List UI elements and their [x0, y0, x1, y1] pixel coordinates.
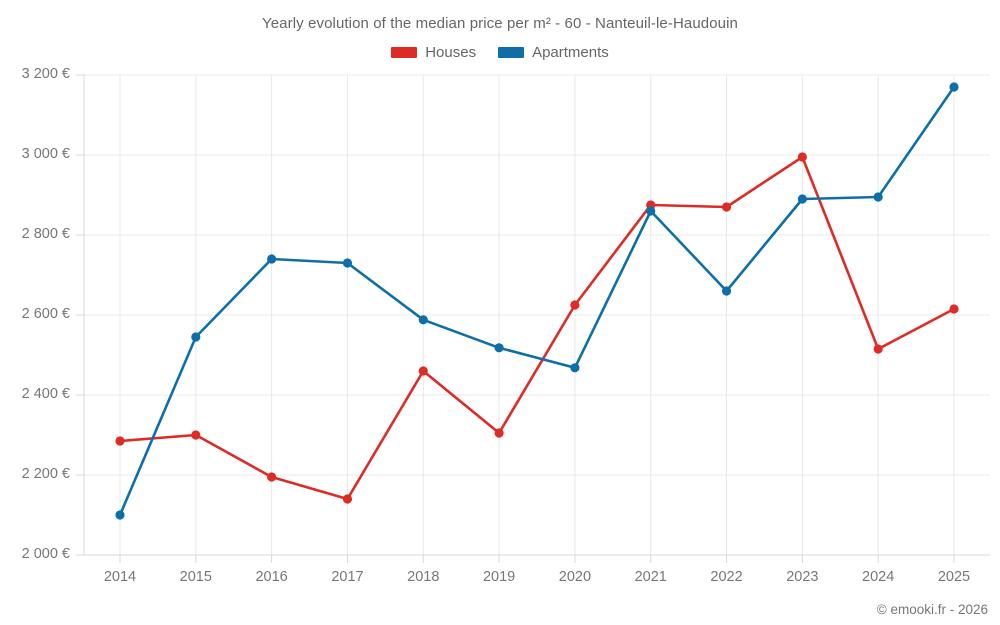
data-point-apartments-2018[interactable]	[418, 315, 428, 325]
x-axis-tick-label: 2024	[862, 569, 895, 585]
y-axis-tick-label: 3 000 €	[21, 146, 70, 162]
credit-text: © emooki.fr - 2026	[876, 602, 988, 617]
y-axis-tick-label: 2 200 €	[21, 466, 70, 482]
data-point-apartments-2022[interactable]	[721, 286, 732, 296]
data-point-houses-2020[interactable]	[570, 300, 580, 310]
legend-label-apartments: Apartments	[532, 44, 609, 61]
data-point-houses-2016[interactable]	[267, 472, 277, 482]
data-point-apartments-2019[interactable]	[494, 343, 504, 353]
data-point-apartments-2023[interactable]	[797, 194, 807, 204]
data-point-houses-2019[interactable]	[494, 428, 504, 438]
chart-title: Yearly evolution of the median price per…	[262, 15, 738, 32]
data-point-houses-2022[interactable]	[721, 202, 732, 212]
legend-item-apartments[interactable]: Apartments	[498, 44, 609, 61]
y-axis-tick-label: 2 600 €	[21, 306, 70, 322]
data-point-houses-2018[interactable]	[418, 366, 428, 376]
y-axis-tick-label: 3 200 €	[21, 66, 70, 82]
x-axis-tick-label: 2015	[179, 569, 212, 585]
axis-lines	[76, 74, 990, 563]
data-point-houses-2017[interactable]	[342, 494, 353, 504]
y-axis-tick-label: 2 400 €	[21, 386, 70, 402]
series-line-houses	[118, 155, 956, 501]
data-point-apartments-2017[interactable]	[342, 258, 353, 268]
data-point-houses-2024[interactable]	[873, 344, 883, 354]
data-point-apartments-2024[interactable]	[873, 192, 883, 202]
legend-item-houses[interactable]: Houses	[391, 44, 476, 61]
y-axis-tick-label: 2 800 €	[21, 226, 70, 242]
chart-legend: Houses Apartments	[0, 44, 1000, 61]
legend-label-houses: Houses	[425, 44, 477, 61]
x-axis-tick-label: 2025	[937, 569, 971, 585]
data-point-houses-2015[interactable]	[191, 430, 201, 440]
series-line-apartments	[118, 85, 956, 517]
x-axis-tick-label: 2017	[331, 569, 364, 585]
x-axis-tick-label: 2023	[786, 569, 819, 585]
data-point-houses-2023[interactable]	[797, 152, 807, 162]
x-axis-tick-label: 2019	[482, 569, 516, 585]
x-axis-tick-label: 2021	[634, 569, 667, 585]
x-axis-tick-label: 2016	[255, 569, 288, 585]
legend-swatch-houses	[391, 47, 418, 58]
data-point-houses-2025[interactable]	[949, 304, 959, 314]
x-axis-tick-label: 2020	[558, 569, 592, 585]
x-axis-tick-label: 2018	[407, 569, 440, 585]
series-layer	[115, 82, 959, 520]
legend-swatch-apartments	[498, 47, 525, 58]
data-point-apartments-2015[interactable]	[191, 332, 201, 342]
data-point-apartments-2014[interactable]	[115, 510, 125, 520]
data-point-apartments-2021[interactable]	[646, 206, 656, 216]
data-point-apartments-2025[interactable]	[949, 82, 959, 92]
data-point-apartments-2016[interactable]	[267, 254, 277, 264]
gridlines	[84, 74, 990, 556]
y-axis-tick-label: 2 000 €	[21, 546, 70, 562]
data-point-apartments-2020[interactable]	[570, 363, 580, 373]
x-axis-tick-label: 2014	[103, 569, 137, 585]
x-axis-tick-label: 2022	[710, 569, 743, 585]
data-point-houses-2014[interactable]	[115, 436, 125, 446]
